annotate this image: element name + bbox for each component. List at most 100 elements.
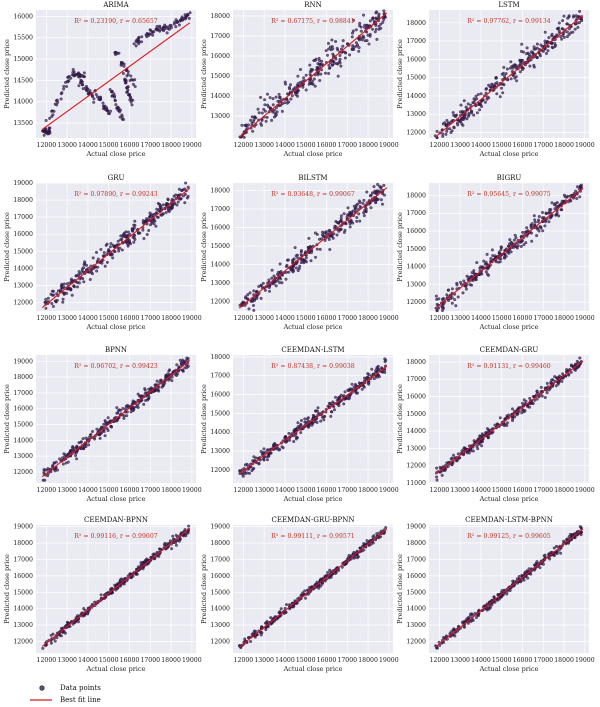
fit-annotation: R² = 0.97890, r = 0.99243 bbox=[74, 191, 158, 198]
data-point bbox=[470, 283, 474, 287]
data-point bbox=[50, 289, 54, 293]
data-point bbox=[554, 204, 558, 208]
data-point bbox=[316, 406, 320, 410]
data-point bbox=[107, 112, 111, 116]
data-point bbox=[99, 248, 103, 251]
data-point bbox=[88, 89, 92, 93]
data-point bbox=[251, 129, 255, 133]
y-tick-label: 16000 bbox=[406, 56, 426, 63]
data-point bbox=[382, 193, 386, 197]
fit-annotation: R² = 0.67175, r = 0.98841 bbox=[271, 18, 355, 25]
data-point bbox=[266, 92, 269, 96]
data-point bbox=[62, 87, 66, 91]
data-point bbox=[523, 230, 527, 234]
data-point bbox=[472, 113, 476, 117]
data-point bbox=[341, 39, 345, 43]
y-tick-label: 13000 bbox=[210, 113, 230, 120]
data-point bbox=[120, 248, 124, 252]
fit-annotation: R² = 0.93648, r = 0.99067 bbox=[271, 191, 355, 198]
data-point bbox=[295, 435, 298, 439]
data-point bbox=[328, 248, 332, 251]
data-point bbox=[356, 43, 360, 47]
data-point bbox=[129, 410, 133, 414]
plot-area bbox=[233, 10, 393, 138]
data-point bbox=[71, 70, 75, 74]
data-point bbox=[456, 295, 460, 299]
data-point bbox=[42, 468, 46, 472]
data-point bbox=[303, 589, 307, 593]
data-point bbox=[437, 306, 441, 310]
data-point bbox=[278, 262, 282, 266]
data-point bbox=[450, 287, 454, 291]
x-tick-label: 15000 bbox=[296, 657, 316, 664]
y-tick-label: 13000 bbox=[406, 111, 426, 118]
data-point bbox=[302, 261, 306, 265]
data-point bbox=[578, 9, 582, 13]
data-point bbox=[257, 111, 261, 115]
data-point bbox=[327, 66, 331, 70]
x-tick-label: 16000 bbox=[120, 142, 140, 149]
data-point bbox=[279, 607, 283, 611]
data-point bbox=[501, 91, 505, 95]
y-tick-label: 13000 bbox=[13, 622, 33, 629]
y-tick-label: 17000 bbox=[210, 33, 230, 40]
data-point bbox=[562, 14, 566, 18]
data-point bbox=[259, 95, 263, 99]
y-axis-label: Predicted close price bbox=[396, 384, 404, 454]
data-point bbox=[131, 399, 135, 403]
data-point bbox=[299, 261, 303, 265]
data-point bbox=[320, 59, 324, 63]
data-point bbox=[188, 11, 192, 15]
data-point bbox=[578, 195, 582, 199]
x-tick-label: 19000 bbox=[182, 315, 202, 322]
data-point bbox=[449, 131, 453, 134]
data-point bbox=[175, 363, 179, 367]
x-tick-label: 16000 bbox=[317, 142, 337, 149]
data-point bbox=[297, 425, 300, 428]
data-point bbox=[111, 256, 115, 260]
data-point bbox=[168, 23, 172, 27]
data-point bbox=[574, 14, 578, 18]
data-point bbox=[338, 61, 342, 65]
data-point bbox=[99, 95, 103, 99]
data-point bbox=[183, 201, 187, 205]
data-point bbox=[521, 58, 524, 62]
data-point bbox=[114, 103, 118, 107]
x-tick-label: 13000 bbox=[254, 657, 274, 664]
x-tick-label: 13000 bbox=[450, 315, 470, 322]
data-point bbox=[471, 449, 475, 453]
data-point bbox=[365, 539, 369, 543]
data-point bbox=[548, 557, 552, 561]
y-tick-label: 19000 bbox=[13, 358, 33, 365]
data-point bbox=[296, 421, 300, 425]
data-point bbox=[271, 97, 275, 101]
data-point bbox=[290, 94, 294, 98]
data-point bbox=[504, 72, 508, 76]
data-point bbox=[448, 127, 452, 131]
data-point bbox=[250, 469, 254, 473]
data-point bbox=[132, 240, 136, 244]
data-point bbox=[264, 621, 268, 625]
data-point bbox=[110, 94, 114, 98]
y-tick-label: 16000 bbox=[13, 13, 33, 20]
x-axis-label: Actual close price bbox=[479, 150, 539, 158]
data-point bbox=[77, 281, 81, 285]
data-point bbox=[550, 378, 554, 382]
data-point bbox=[49, 641, 53, 645]
x-tick-label: 13000 bbox=[450, 487, 470, 494]
data-point bbox=[475, 97, 479, 101]
data-point bbox=[342, 402, 346, 406]
data-point bbox=[338, 54, 342, 57]
data-point bbox=[278, 610, 282, 614]
x-tick-label: 15000 bbox=[99, 487, 119, 494]
x-tick-label: 19000 bbox=[379, 487, 399, 494]
data-point bbox=[262, 447, 266, 451]
data-point bbox=[272, 282, 276, 286]
data-point bbox=[532, 45, 536, 49]
data-point bbox=[109, 242, 113, 246]
data-point bbox=[578, 525, 582, 529]
data-point bbox=[466, 102, 470, 106]
y-tick-label: 13000 bbox=[13, 453, 33, 460]
data-point bbox=[502, 422, 506, 426]
data-point bbox=[167, 369, 171, 373]
